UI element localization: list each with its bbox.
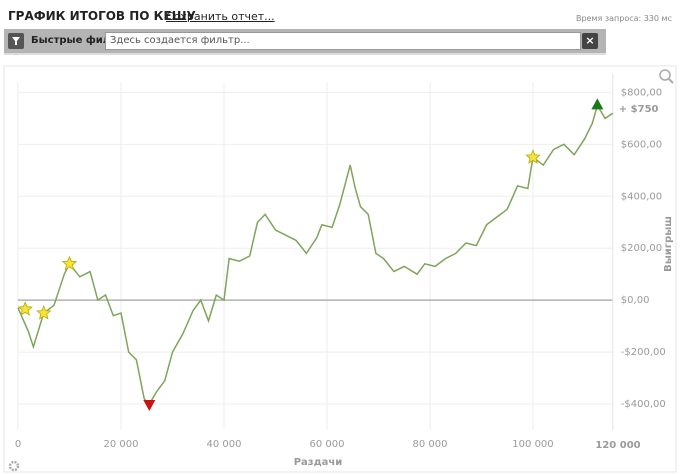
y-tick-label: -$400,00 — [621, 399, 666, 410]
x-tick-label: 60 000 — [309, 439, 344, 450]
y-axis-label: Выигрыш — [663, 216, 674, 272]
y-tick-label: $600,00 — [621, 139, 662, 150]
quick-filter-label: Быстрые фильт — [31, 35, 123, 46]
y-tick-label: $800,00 — [621, 87, 662, 98]
header: ГРАФИК ИТОГОВ ПО КЕШУ Сохранить отчет...… — [0, 0, 680, 28]
chart: 0 20 000 40 000 60 000 80 000 100 000 -$400,00… — [3, 65, 677, 473]
filter-icon[interactable] — [8, 33, 24, 49]
marker-up — [591, 98, 604, 110]
x-tick-label: 40 000 — [206, 439, 241, 450]
marker-star — [36, 305, 52, 320]
x-tick-label: 20 000 — [103, 439, 138, 450]
y-tick-label: -$200,00 — [621, 347, 666, 358]
marker-star — [17, 301, 33, 316]
result-label: + $750 — [619, 104, 659, 115]
x-tick-label: 0 — [15, 439, 21, 450]
x-axis-label: Раздачи — [294, 457, 343, 468]
result-line — [17, 103, 614, 406]
filter-bar: Быстрые фильт Здесь создается фильтр... … — [4, 29, 606, 55]
marker-star — [525, 149, 541, 164]
x-tick-label: 80 000 — [412, 439, 447, 450]
settings-icon[interactable] — [8, 460, 20, 472]
chart-frame — [3, 65, 677, 473]
y-tick-label: $400,00 — [621, 191, 662, 202]
y-tick-label: $200,00 — [621, 243, 662, 254]
zoom-icon[interactable] — [659, 69, 674, 84]
y-tick-label: $0,00 — [621, 295, 650, 306]
marker-star — [61, 255, 78, 271]
x-tick-label: 100 000 — [512, 439, 553, 450]
clear-filter-button[interactable]: × — [582, 33, 598, 49]
query-time: Время запроса: 330 мс — [575, 14, 672, 23]
save-report-link[interactable]: Сохранить отчет... — [166, 10, 275, 23]
marker-down — [143, 400, 156, 412]
report-title: ГРАФИК ИТОГОВ ПО КЕШУ — [8, 9, 196, 23]
filter-input[interactable]: Здесь создается фильтр... — [105, 32, 581, 50]
total-hands-label: 120 000 — [595, 440, 640, 451]
